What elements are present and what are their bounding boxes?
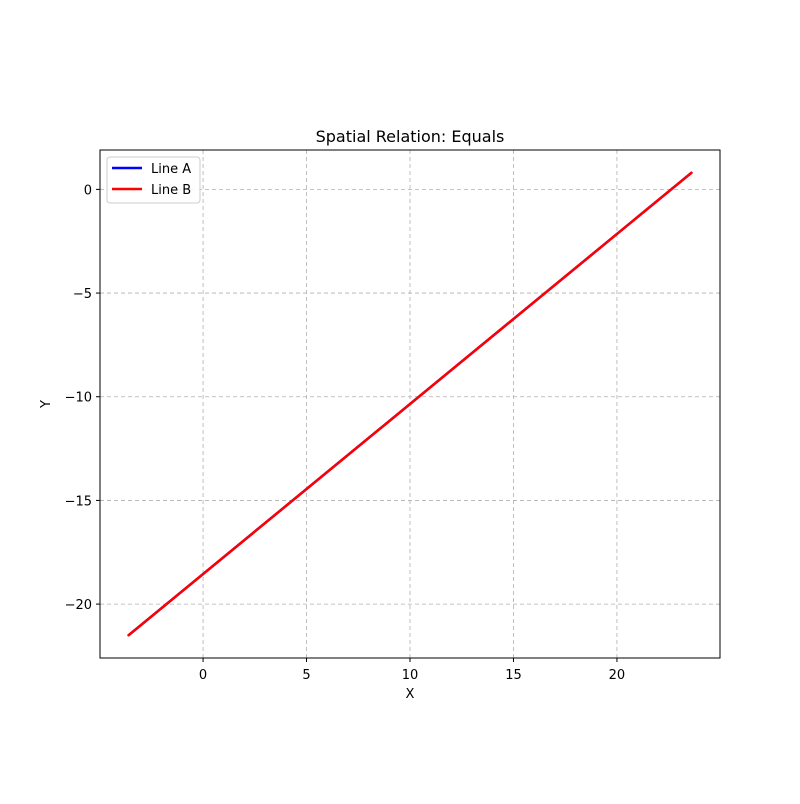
y-tick-label: −20 <box>65 598 92 613</box>
legend: Line A Line B <box>106 156 201 204</box>
y-tick-label: −15 <box>65 494 92 509</box>
chart-title: Spatial Relation: Equals <box>316 127 505 146</box>
x-axis-label: X <box>406 687 415 702</box>
y-axis-label: Y <box>39 400 54 409</box>
grid <box>100 150 720 658</box>
x-tick-label: 20 <box>609 668 626 683</box>
y-tick-label: −10 <box>65 391 92 406</box>
legend-label-line-a: Line A <box>151 162 191 177</box>
ticks: 0 5 10 15 20 0 −5 −10 −15 −20 <box>65 183 626 683</box>
x-tick-label: 0 <box>199 668 207 683</box>
series-line-b <box>127 171 693 637</box>
y-tick-label: −5 <box>73 287 92 302</box>
y-tick-label: 0 <box>84 183 92 198</box>
x-tick-label: 10 <box>402 668 419 683</box>
series-group <box>127 171 693 637</box>
x-tick-label: 5 <box>302 668 310 683</box>
x-tick-label: 15 <box>505 668 522 683</box>
legend-label-line-b: Line B <box>151 183 191 198</box>
